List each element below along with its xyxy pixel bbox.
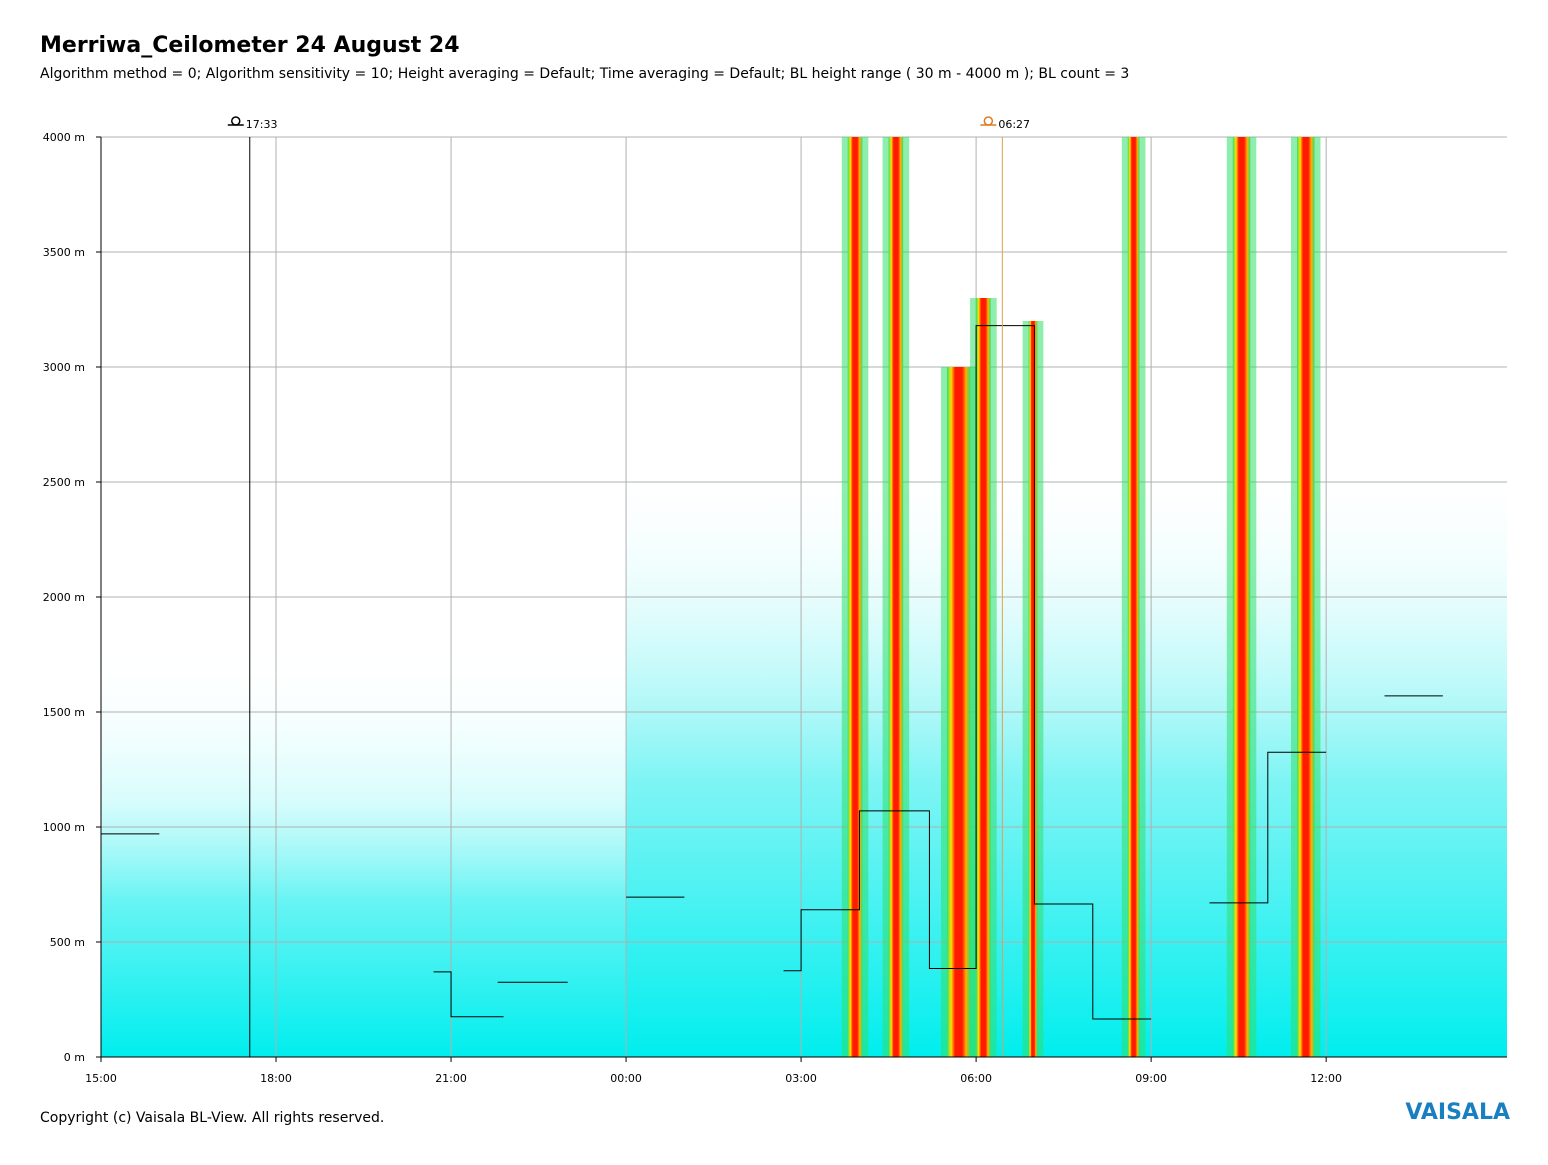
copyright-text: Copyright (c) Vaisala BL-View. All right…	[40, 1110, 385, 1126]
cloud-column	[847, 137, 863, 1057]
x-tick-label: 18:00	[260, 1072, 292, 1085]
chart-title: Merriwa_Ceilometer 24 August 24	[40, 33, 460, 58]
cloud-column	[1028, 321, 1038, 1057]
bl-height-line	[101, 325, 1443, 1020]
sunrise-icon	[983, 116, 994, 126]
x-tick-label: 00:00	[610, 1072, 642, 1085]
cloud-column	[946, 367, 971, 1057]
sunrise-label: 06:27	[998, 118, 1030, 131]
vaisala-logo: VAISALA	[1405, 1100, 1510, 1125]
y-tick-label: 3500 m	[43, 246, 85, 259]
x-tick-label: 12:00	[1310, 1072, 1342, 1085]
y-tick-label: 1000 m	[43, 821, 85, 834]
cloud-column	[888, 137, 904, 1057]
y-tick-label: 3000 m	[43, 361, 85, 374]
y-tick-label: 2500 m	[43, 476, 85, 489]
cloud-column	[1127, 137, 1140, 1057]
cloud-column	[1232, 137, 1251, 1057]
cloud-column	[976, 298, 991, 1057]
y-tick-label: 500 m	[50, 936, 85, 949]
x-tick-label: 21:00	[435, 1072, 467, 1085]
y-tick-label: 4000 m	[43, 131, 85, 144]
x-tick-label: 06:00	[960, 1072, 992, 1085]
sunset-label: 17:33	[246, 118, 278, 131]
chart-subtitle: Algorithm method = 0; Algorithm sensitiv…	[40, 66, 1130, 82]
sunset-icon	[231, 116, 241, 126]
cloud-column	[1296, 137, 1315, 1057]
y-tick-label: 2000 m	[43, 591, 85, 604]
x-tick-label: 03:00	[785, 1072, 817, 1085]
x-tick-label: 09:00	[1135, 1072, 1167, 1085]
y-tick-label: 1500 m	[43, 706, 85, 719]
y-tick-label: 0 m	[64, 1051, 85, 1064]
x-tick-label: 15:00	[85, 1072, 117, 1085]
